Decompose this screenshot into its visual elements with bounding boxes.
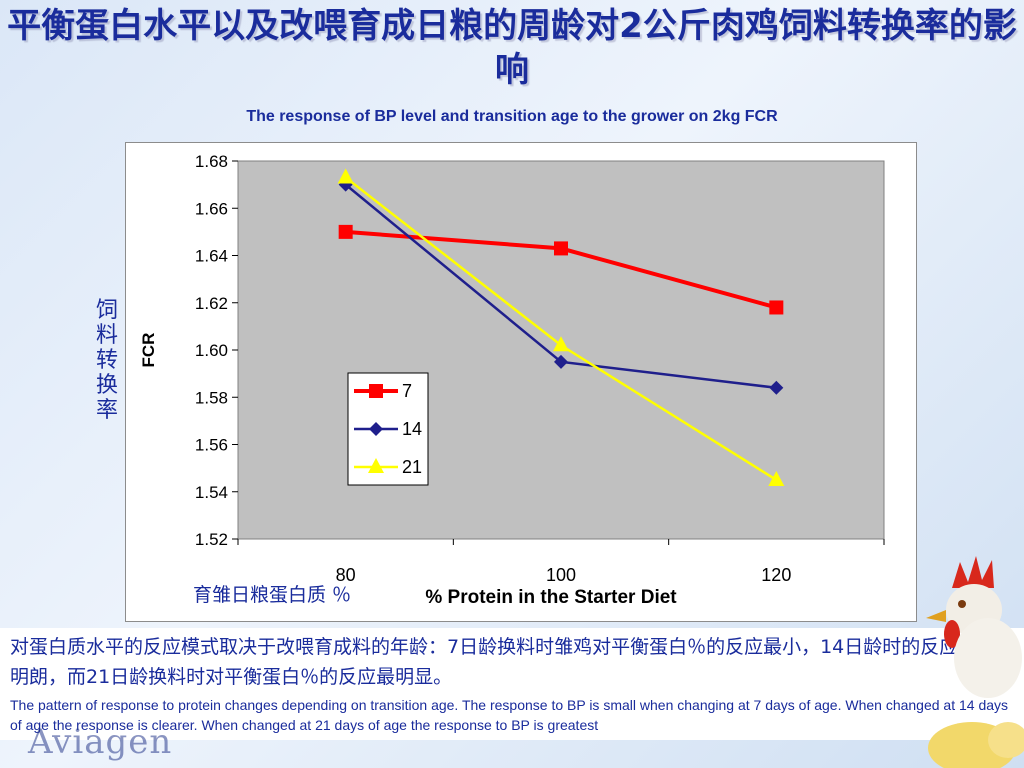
data-point-7 xyxy=(338,224,353,239)
y-axis-title: FCR xyxy=(139,333,158,368)
data-point-21 xyxy=(768,470,785,486)
legend-marker-14 xyxy=(369,422,383,436)
data-point-14 xyxy=(769,380,784,395)
y-axis-label-cn: 饲料转换率 xyxy=(95,298,118,423)
y-tick-label: 1.56 xyxy=(195,436,228,455)
chart-container: 1.68 1.66 1.64 1.62 1.60 1.58 1.56 1.54 1.52 80 10… xyxy=(125,142,917,622)
description-en: The pattern of response to protein chang… xyxy=(10,697,1009,733)
x-axis-label-cn: 育雏日粮蛋白质 ％ xyxy=(193,584,352,606)
y-tick-label: 1.68 xyxy=(195,152,228,171)
y-tick-label: 1.52 xyxy=(195,530,228,549)
x-tick-label: 80 xyxy=(336,565,356,585)
y-tick-label: 1.66 xyxy=(195,199,228,218)
rooster-illustration xyxy=(926,556,1024,768)
y-tick-label: 1.58 xyxy=(195,388,228,407)
x-tick-label: 100 xyxy=(546,565,576,585)
x-axis-title: % Protein in the Starter Diet xyxy=(425,587,677,608)
brand-logo: Aviagen xyxy=(28,722,173,762)
x-tick-label: 120 xyxy=(761,565,791,585)
fcr-line-chart: 1.68 1.66 1.64 1.62 1.60 1.58 1.56 1.54 1.52 80 10… xyxy=(139,152,885,608)
data-point-21 xyxy=(553,336,569,352)
data-point-7 xyxy=(554,241,568,256)
legend-label: 7 xyxy=(402,381,412,401)
legend-marker-7 xyxy=(369,384,383,398)
description-box: 对蛋白质水平的反应模式取决于改喂育成料的年龄：7日龄换料时雏鸡对平衡蛋白％的反应… xyxy=(0,628,1024,740)
page-subtitle: The response of BP level and transition … xyxy=(246,108,778,125)
y-tick-label: 1.54 xyxy=(195,483,228,502)
legend-marker-21 xyxy=(368,458,384,473)
description-cn: 对蛋白质水平的反应模式取决于改喂育成料的年龄：7日龄换料时雏鸡对平衡蛋白％的反应… xyxy=(10,636,997,688)
data-point-14 xyxy=(554,354,568,369)
y-tick-label: 1.62 xyxy=(195,294,228,313)
data-point-7 xyxy=(769,300,784,315)
y-tick-label: 1.60 xyxy=(195,341,228,360)
legend-label: 21 xyxy=(402,457,422,477)
legend-label: 14 xyxy=(402,419,422,439)
page-title: 平衡蛋白水平以及改喂育成日粮的周龄对2公斤肉鸡饲料转换率的影响 xyxy=(7,6,1017,90)
data-point-21 xyxy=(337,168,354,184)
y-tick-label: 1.64 xyxy=(195,247,228,266)
